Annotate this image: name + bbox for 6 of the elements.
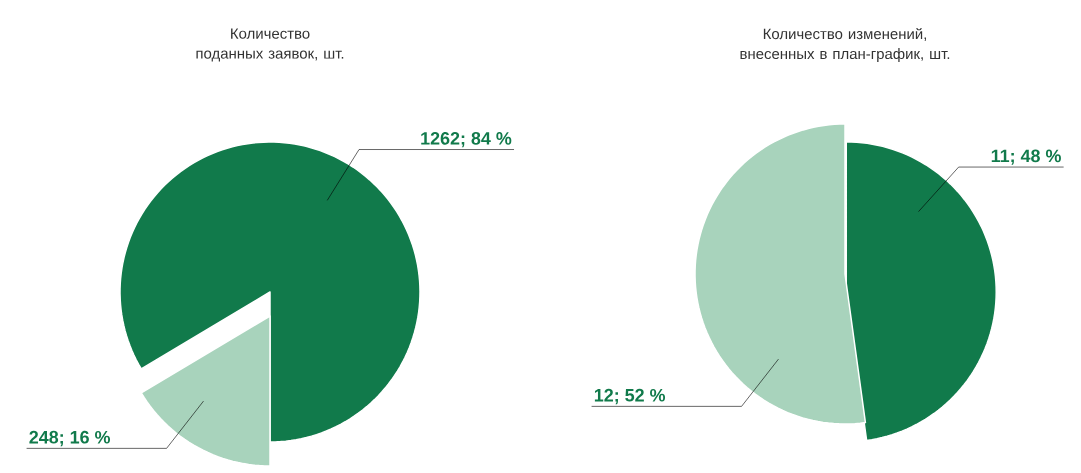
data-label: 248; 16 %	[29, 430, 111, 447]
data-label: 12; 52 %	[594, 388, 666, 405]
chart-title: Количество поданных заявок, шт.	[196, 28, 344, 62]
chart-title: Количество изменений, внесенных в план-график, шт.	[740, 27, 950, 63]
data-label: 1262; 84 %	[421, 132, 512, 148]
data-label: 11; 48 %	[991, 149, 1061, 165]
